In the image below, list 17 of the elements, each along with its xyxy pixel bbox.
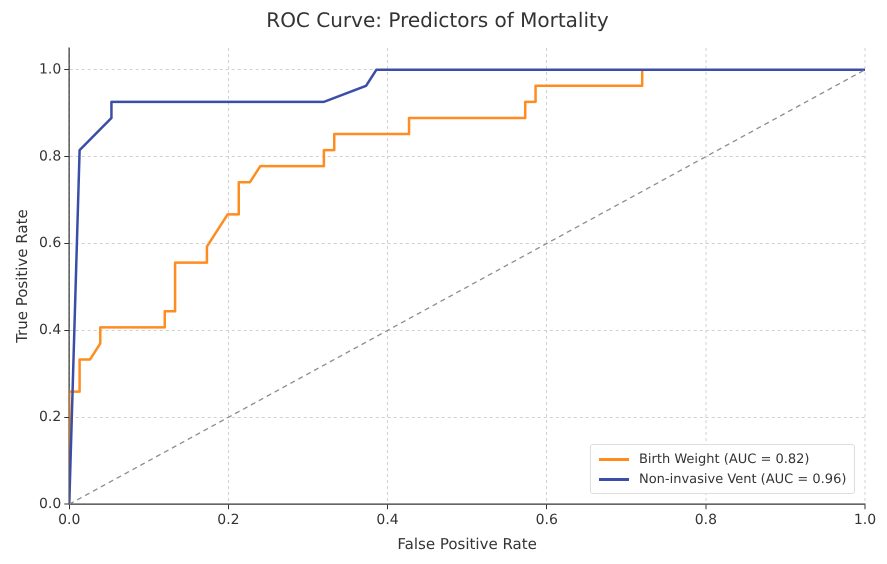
y-axis-title: True Positive Rate [12,209,31,344]
x-tick-label: 0.0 [58,512,80,528]
x-axis-title: False Positive Rate [397,534,537,553]
y-tick-label: 1.0 [39,61,62,78]
y-tick-label: 0.8 [39,148,62,164]
y-tick-label: 0.6 [39,235,62,252]
y-tick-label: 0.4 [39,322,62,338]
x-tick-label: 0.8 [694,512,717,528]
y-tick-label: 0.2 [39,408,62,425]
x-tick-label: 1.0 [854,512,876,528]
x-tick-label: 0.4 [376,512,399,528]
chart-title: ROC Curve: Predictors of Mortality [266,8,609,32]
x-tick-label: 0.6 [536,512,558,528]
legend-label: Non-invasive Vent (AUC = 0.96) [639,472,846,487]
legend-label: Birth Weight (AUC = 0.82) [639,452,810,467]
x-tick-label: 0.2 [217,512,240,528]
y-tick-label: 0.0 [39,496,62,512]
